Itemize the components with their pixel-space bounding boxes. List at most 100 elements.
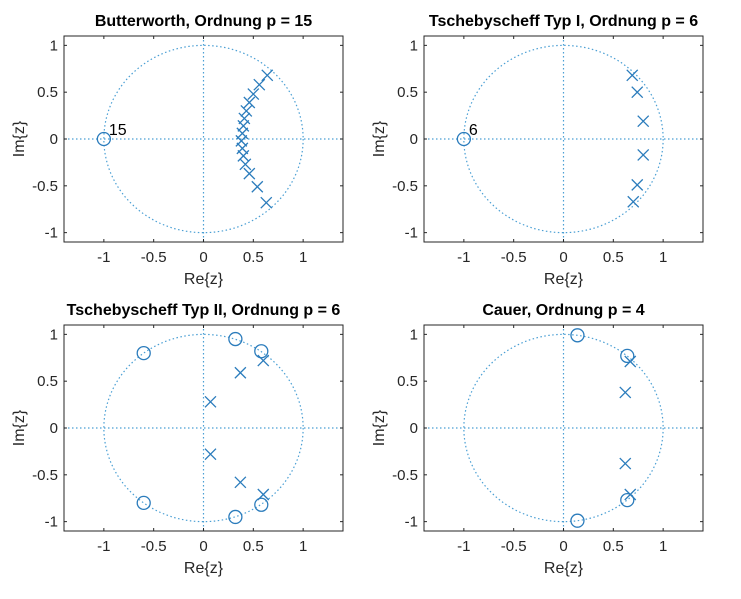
y-tick-label: 1: [50, 326, 58, 343]
y-tick-label: -0.5: [392, 467, 418, 484]
guide-lines: [64, 36, 343, 242]
pole-marker: [261, 69, 274, 82]
zero-marker: [254, 497, 269, 512]
x-tick-label: 0.5: [603, 249, 624, 266]
y-tick-label: -0.5: [32, 178, 58, 195]
x-axis-label: Re{z}: [544, 271, 584, 288]
y-tick-label: 0.5: [37, 84, 58, 101]
x-tick-label: -0.5: [501, 249, 527, 266]
pole-marker: [234, 366, 247, 379]
y-axis-label: Im{z}: [371, 409, 388, 446]
pole-marker: [619, 386, 632, 399]
zero-marker: [96, 131, 112, 147]
pole-marker: [631, 86, 644, 99]
chart-title: Butterworth, Ordnung p = 15: [95, 13, 312, 30]
chart-title: Tschebyscheff Typ I, Ordnung p = 6: [429, 13, 698, 30]
y-tick-label: 0.5: [397, 84, 418, 101]
y-tick-label: 0: [410, 420, 418, 437]
pole-marker: [619, 457, 632, 470]
chart-title: Tschebyscheff Typ II, Ordnung p = 6: [67, 302, 341, 319]
x-tick-label: -1: [457, 249, 470, 266]
pole-marker: [631, 178, 644, 191]
y-tick-label: -0.5: [32, 467, 58, 484]
pole-marker: [204, 448, 217, 461]
zero-marker: [570, 513, 585, 528]
pole-marker: [239, 158, 252, 171]
y-tick-label: 1: [410, 37, 418, 54]
zero-marker: [136, 345, 151, 361]
pole-marker: [247, 88, 260, 101]
subplot-1: -1 -0.5 0 0.5 1 -1 -0.5 0 0.5 1 Re{z} Im{z} Butterwo…: [11, 13, 344, 288]
zero-marker: [228, 331, 243, 347]
x-tick-label: 0.5: [243, 249, 264, 266]
x-axis-label: Re{z}: [184, 271, 224, 288]
pole-marker: [624, 488, 637, 501]
pole-marker: [257, 354, 270, 367]
multiplicity-label: 15: [109, 122, 127, 139]
guide-lines: [424, 36, 703, 242]
unit-circle: [103, 333, 304, 523]
guide-lines: [424, 325, 703, 531]
subplot-4: -1 -0.5 0 0.5 1 -1 -0.5 0 0.5 1 Re{z} Im{z} Cauer, O…: [371, 302, 704, 577]
pole-marker: [240, 104, 253, 117]
x-tick-label: -0.5: [141, 538, 167, 555]
x-tick-label: 1: [659, 249, 667, 266]
pole-marker: [237, 149, 250, 162]
pole-marker: [234, 476, 247, 489]
y-tick-label: 0.5: [37, 373, 58, 390]
x-tick-label: 1: [299, 249, 307, 266]
unit-circle: [103, 44, 304, 234]
pole-marker: [627, 195, 640, 208]
chart-title: Cauer, Ordnung p = 4: [482, 302, 644, 319]
y-tick-label: 1: [50, 37, 58, 54]
zero-marker: [620, 492, 635, 508]
zero-marker: [456, 131, 472, 147]
x-axis-label: Re{z}: [544, 560, 584, 577]
pole-marker: [257, 488, 270, 501]
pole-marker: [253, 78, 266, 91]
multiplicity-label: 6: [469, 122, 478, 139]
x-tick-label: -1: [97, 249, 110, 266]
pole-marker: [204, 395, 217, 408]
y-tick-label: -1: [45, 514, 58, 531]
y-tick-label: 0: [50, 131, 58, 148]
pole-marker: [243, 96, 256, 109]
pole-marker: [243, 167, 256, 180]
y-tick-label: 0: [410, 131, 418, 148]
unit-circle: [463, 44, 664, 234]
pole-marker: [624, 355, 637, 368]
zero-marker: [620, 348, 635, 364]
x-tick-label: -0.5: [141, 249, 167, 266]
unit-circle: [463, 333, 664, 523]
x-tick-label: 1: [299, 538, 307, 555]
y-axis-label: Im{z}: [11, 409, 28, 446]
pole-marker: [626, 69, 639, 82]
pole-marker: [637, 148, 650, 161]
x-tick-label: 1: [659, 538, 667, 555]
y-tick-label: 1: [410, 326, 418, 343]
y-tick-label: -1: [405, 225, 418, 242]
subplot-2: -1 -0.5 0 0.5 1 -1 -0.5 0 0.5 1 Re{z} Im{z} Tschebys…: [371, 13, 704, 288]
zero-marker: [254, 344, 269, 359]
x-tick-label: -0.5: [501, 538, 527, 555]
subplot-3: -1 -0.5 0 0.5 1 -1 -0.5 0 0.5 1 Re{z} Im{z} Tschebys…: [11, 302, 344, 577]
pole-marker: [260, 196, 273, 209]
zero-marker: [228, 509, 243, 525]
y-tick-label: 0: [50, 420, 58, 437]
x-tick-label: 0: [559, 538, 567, 555]
zero-marker: [570, 328, 585, 343]
x-tick-label: -1: [97, 538, 110, 555]
pole-marker: [251, 180, 264, 193]
y-tick-label: -0.5: [392, 178, 418, 195]
guide-lines: [64, 325, 343, 531]
y-tick-label: -1: [405, 514, 418, 531]
pole-marker: [637, 115, 650, 128]
y-tick-label: 0.5: [397, 373, 418, 390]
x-tick-label: 0: [199, 249, 207, 266]
x-tick-label: 0: [559, 249, 567, 266]
zero-marker: [136, 495, 151, 511]
y-axis-label: Im{z}: [371, 120, 388, 157]
x-tick-label: 0.5: [243, 538, 264, 555]
y-axis-label: Im{z}: [11, 120, 28, 157]
